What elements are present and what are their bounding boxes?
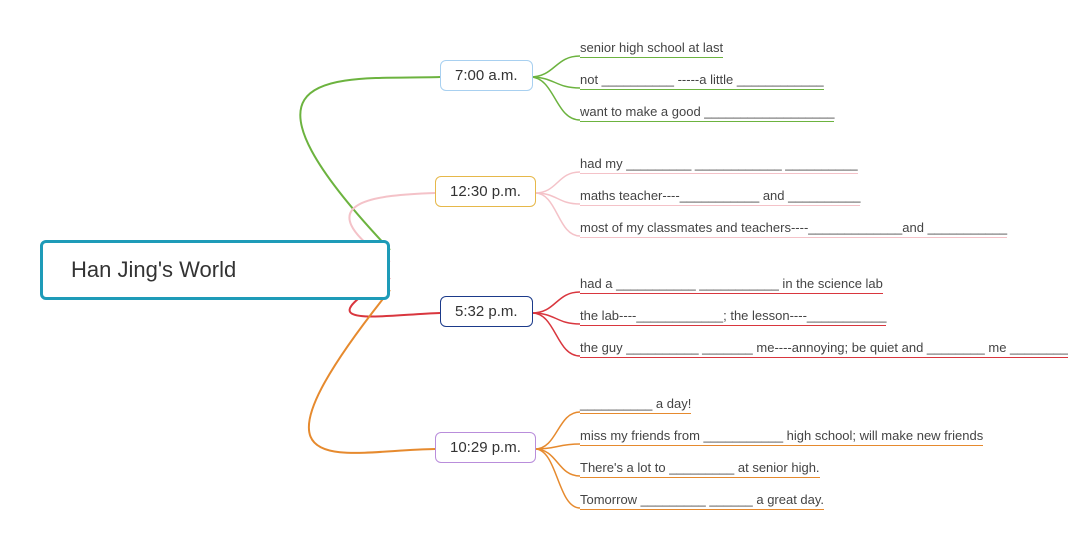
root-node: Han Jing's World [40,240,390,300]
leaf-t1-0: senior high school at last [580,40,723,58]
leaf-t3-2: the guy __________ _______ me----annoyin… [580,340,1068,358]
root-label: Han Jing's World [71,257,236,282]
leaf-t3-0: had a ___________ ___________ in the sci… [580,276,883,294]
leaf-t2-0: had my _________ ____________ __________ [580,156,858,174]
time-node-t2: 12:30 p.m. [435,176,536,207]
leaf-t4-3: Tomorrow _________ ______ a great day. [580,492,824,510]
leaf-t2-1: maths teacher----___________ and _______… [580,188,860,206]
leaf-t4-0: __________ a day! [580,396,691,414]
leaf-t4-2: There's a lot to _________ at senior hig… [580,460,820,478]
leaf-t3-1: the lab----____________; the lesson----_… [580,308,886,326]
time-node-t1: 7:00 a.m. [440,60,533,91]
leaf-t2-2: most of my classmates and teachers----__… [580,220,1007,238]
leaf-t4-1: miss my friends from ___________ high sc… [580,428,983,446]
leaf-t1-2: want to make a good __________________ [580,104,834,122]
time-node-t4: 10:29 p.m. [435,432,536,463]
time-node-t3: 5:32 p.m. [440,296,533,327]
leaf-t1-1: not __________ -----a little ___________… [580,72,824,90]
